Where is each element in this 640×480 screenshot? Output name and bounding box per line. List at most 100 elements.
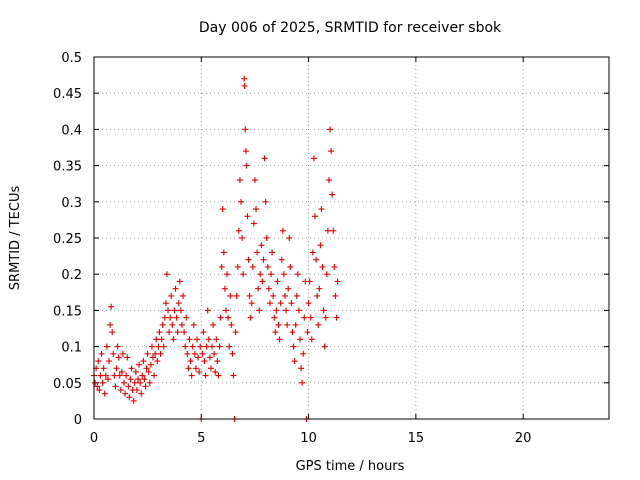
data-point: [247, 314, 254, 321]
data-point: [233, 292, 240, 299]
data-point: [181, 329, 188, 336]
data-point: [130, 397, 137, 404]
x-tick-label: 20: [515, 431, 532, 446]
data-point: [182, 343, 189, 350]
data-point: [98, 350, 105, 357]
data-point: [178, 321, 185, 328]
data-point: [222, 307, 229, 314]
data-point: [107, 321, 114, 328]
data-point: [108, 303, 115, 310]
data-point: [256, 307, 263, 314]
chart-title: Day 006 of 2025, SRMTID for receiver sbo…: [199, 20, 502, 36]
data-point: [273, 307, 280, 314]
data-point: [319, 263, 326, 270]
data-point: [204, 307, 211, 314]
data-point: [189, 343, 196, 350]
data-point: [295, 307, 302, 314]
data-point: [333, 314, 340, 321]
data-point: [160, 343, 167, 350]
y-tick-label: 0.3: [61, 196, 82, 211]
data-point: [194, 336, 200, 343]
data-point: [232, 329, 239, 336]
data-point: [226, 343, 233, 350]
data-point: [207, 365, 214, 372]
data-point: [216, 343, 223, 350]
data-point: [275, 321, 282, 328]
data-point: [148, 343, 155, 350]
data-point: [258, 242, 265, 249]
data-point: [153, 336, 160, 343]
data-point: [201, 358, 208, 365]
data-point: [274, 278, 281, 285]
data-point: [170, 336, 177, 343]
data-point: [140, 358, 147, 365]
data-point: [126, 394, 133, 401]
data-point: [262, 198, 269, 205]
data-point: [180, 292, 187, 299]
data-point: [217, 314, 224, 321]
data-point: [116, 372, 123, 379]
data-point: [172, 285, 179, 292]
data-point: [131, 379, 138, 386]
data-point: [200, 329, 207, 336]
data-point: [288, 300, 295, 307]
data-point: [316, 285, 323, 292]
data-point: [162, 300, 169, 307]
data-point: [255, 285, 262, 292]
x-tick-labels: 0 5 10 15 20: [90, 431, 532, 446]
data-point: [306, 278, 313, 285]
data-point: [304, 329, 311, 336]
data-point: [254, 249, 261, 256]
data-point: [298, 365, 305, 372]
data-point: [114, 343, 121, 350]
data-point: [138, 390, 145, 397]
y-tick-label: 0.4: [61, 123, 82, 138]
data-point: [119, 350, 126, 357]
data-point: [242, 126, 249, 133]
data-point: [284, 321, 291, 328]
x-tick-label: 5: [197, 431, 205, 446]
data-point: [102, 372, 109, 379]
y-tick-label: 0.35: [53, 160, 82, 175]
data-point: [106, 358, 113, 365]
data-point: [154, 358, 161, 365]
data-point: [110, 350, 117, 357]
data-point: [158, 336, 165, 343]
data-point: [168, 292, 175, 299]
data-point: [264, 263, 271, 270]
data-point: [205, 336, 212, 343]
data-point: [329, 191, 336, 198]
data-point: [248, 300, 255, 307]
data-point: [185, 365, 192, 372]
data-point: [171, 307, 178, 314]
data-point: [323, 271, 330, 278]
data-point: [92, 379, 99, 386]
data-point: [280, 271, 287, 278]
data-point: [141, 376, 148, 383]
data-point: [210, 321, 217, 328]
data-point: [99, 379, 106, 386]
data-point: [209, 343, 216, 350]
data-point: [169, 321, 176, 328]
data-point: [103, 343, 110, 350]
data-point: [244, 213, 251, 220]
data-point: [118, 368, 125, 375]
data-point: [157, 350, 164, 357]
data-point: [315, 321, 322, 328]
data-point: [225, 314, 232, 321]
data-point: [187, 358, 194, 365]
y-tick-labels: 0 0.05 0.1 0.15 0.2 0.25 0.3 0.35 0.4 0.45 0.5: [53, 51, 82, 428]
data-point: [318, 206, 325, 213]
data-point: [327, 126, 334, 133]
data-point: [197, 343, 204, 350]
axis-ticks: [93, 56, 609, 420]
data-point: [214, 358, 221, 365]
data-point: [307, 314, 314, 321]
y-tick-label: 0: [74, 413, 82, 428]
data-point: [332, 292, 339, 299]
data-point: [142, 383, 149, 390]
data-point: [321, 343, 328, 350]
data-point: [279, 227, 286, 234]
data-point: [325, 177, 332, 184]
